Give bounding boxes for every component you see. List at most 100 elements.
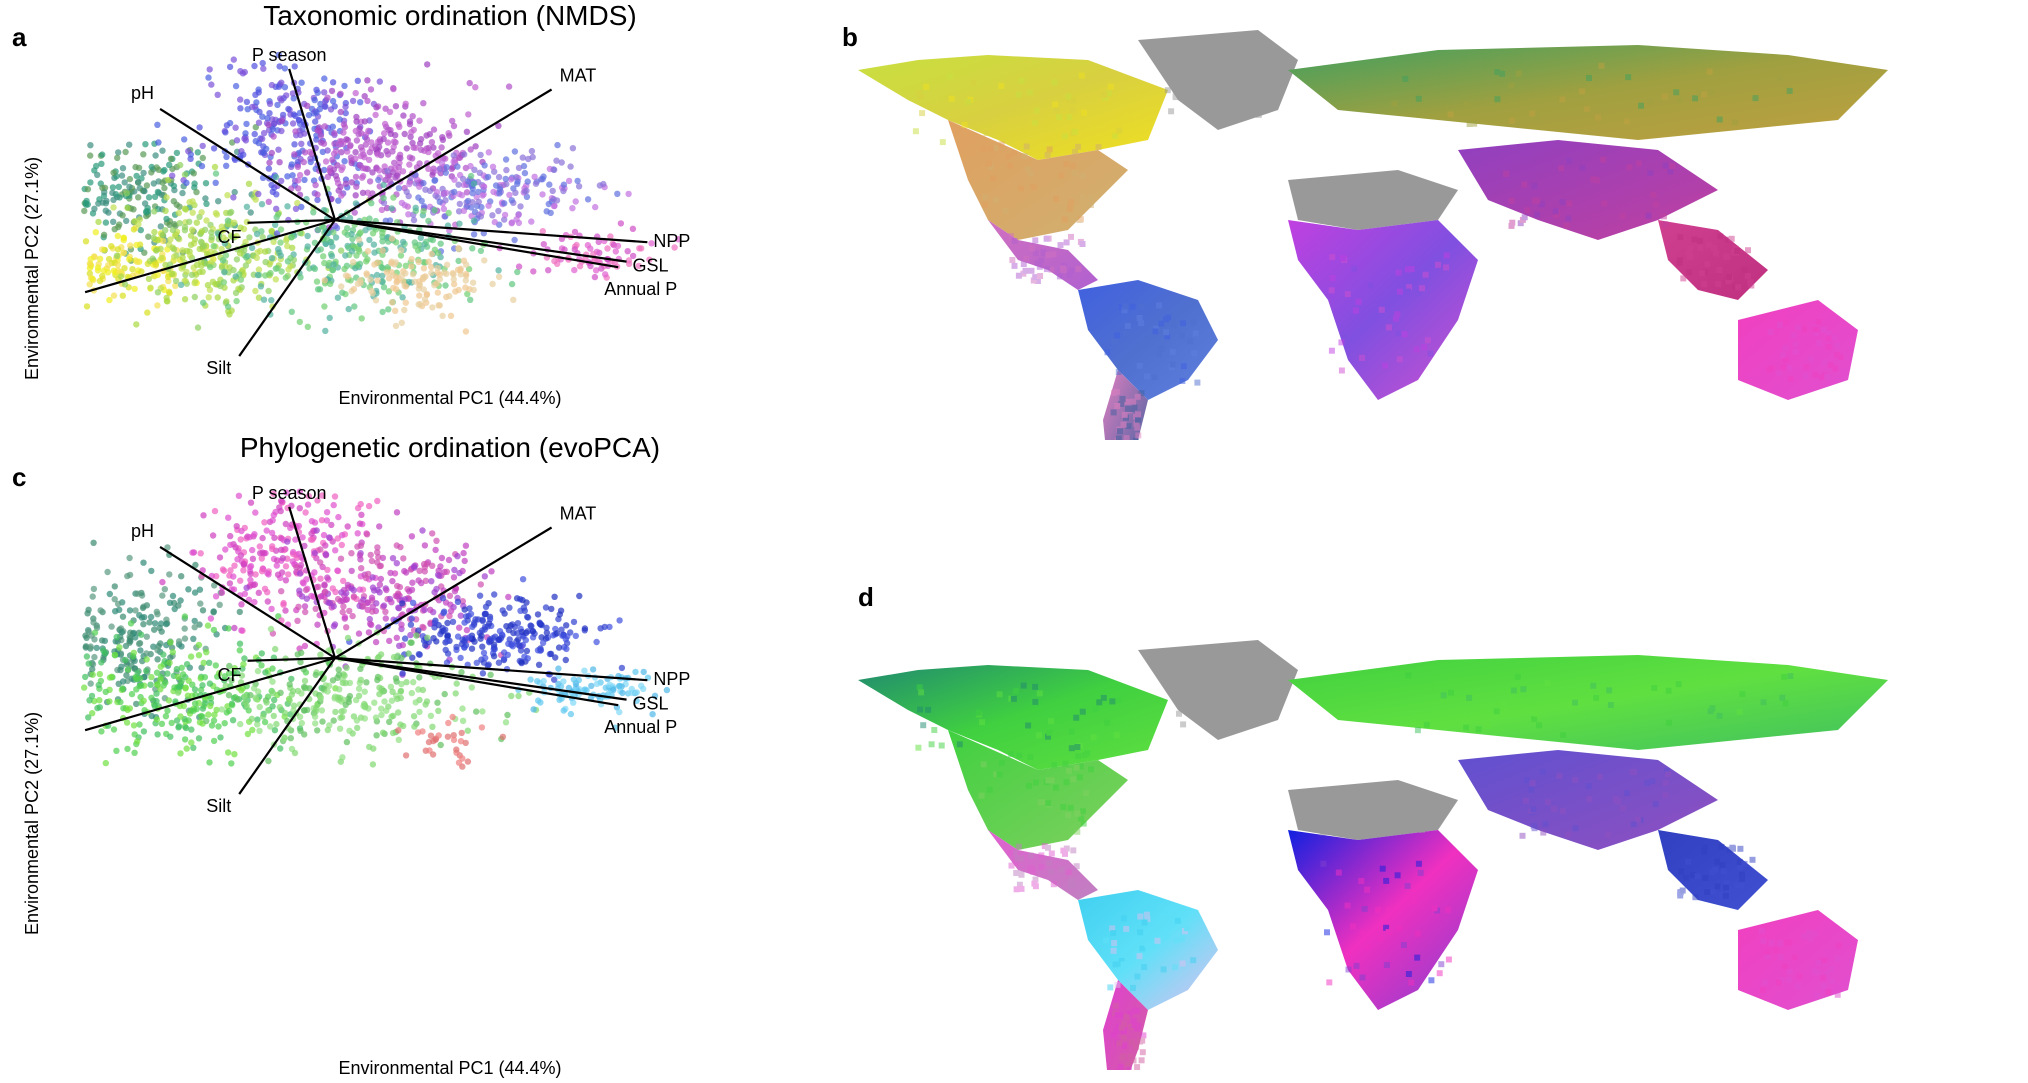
data-point <box>150 643 157 650</box>
data-point <box>324 173 332 181</box>
data-point <box>354 77 361 84</box>
data-point <box>98 160 105 167</box>
data-point <box>469 279 477 286</box>
data-point <box>296 171 304 179</box>
data-point <box>196 124 203 131</box>
data-point <box>414 247 422 254</box>
data-point <box>380 199 388 206</box>
data-point <box>232 124 239 131</box>
map-pixel <box>1397 210 1404 217</box>
map-pixel <box>1427 350 1434 357</box>
map-pixel <box>1083 790 1090 797</box>
data-point <box>426 187 434 194</box>
map-pixel <box>1111 389 1117 396</box>
data-point <box>502 175 509 183</box>
data-point <box>231 751 238 758</box>
data-point <box>134 590 141 597</box>
data-point <box>411 723 418 730</box>
data-point <box>386 718 393 726</box>
map-pixel <box>1023 143 1030 150</box>
data-point <box>375 624 382 631</box>
data-point <box>268 255 276 262</box>
data-point <box>499 733 507 740</box>
map-pixel <box>1144 941 1151 948</box>
map-pixel <box>1408 979 1415 986</box>
map-pixel <box>1045 252 1052 258</box>
data-point <box>506 604 513 611</box>
data-point <box>250 685 258 692</box>
data-point <box>612 724 619 731</box>
data-point <box>401 202 408 209</box>
data-point <box>135 164 143 171</box>
data-point <box>364 599 372 606</box>
data-point <box>513 595 521 602</box>
map-pixel <box>931 727 938 733</box>
map-pixel <box>1325 208 1332 215</box>
data-point <box>230 573 237 580</box>
data-point <box>223 153 230 161</box>
map-pixel <box>1182 659 1189 666</box>
data-point <box>139 604 147 612</box>
data-point <box>491 591 498 598</box>
data-point <box>274 264 281 272</box>
map-pixel <box>970 79 977 86</box>
data-point <box>96 277 104 285</box>
data-point <box>633 697 640 704</box>
map-region-north-america-north <box>858 665 1168 770</box>
map-pixel <box>1233 680 1240 687</box>
map-pixel <box>1409 206 1416 213</box>
data-point <box>378 705 385 712</box>
data-point <box>380 181 387 189</box>
map-pixel <box>1138 320 1145 327</box>
data-point <box>104 269 112 276</box>
data-point <box>237 105 244 112</box>
data-point <box>288 234 295 241</box>
data-point <box>198 162 206 170</box>
map-pixel <box>1011 849 1018 856</box>
map-pixel <box>916 684 923 691</box>
vector-silt <box>238 657 336 795</box>
data-point <box>115 183 122 190</box>
map-pixel <box>1624 790 1631 796</box>
data-point <box>365 629 373 636</box>
data-point <box>352 127 359 135</box>
data-point <box>95 218 102 226</box>
map-pixel <box>1335 869 1342 876</box>
data-point <box>353 113 360 121</box>
data-point <box>507 176 515 183</box>
map-pixel <box>1107 83 1114 90</box>
data-point <box>322 542 329 549</box>
data-point <box>265 757 272 765</box>
data-point <box>423 238 430 245</box>
data-point <box>252 509 259 516</box>
data-point <box>109 184 117 191</box>
data-point <box>367 86 375 93</box>
data-point <box>366 178 374 185</box>
map-pixel <box>1134 1064 1141 1070</box>
data-point <box>278 546 285 553</box>
map-pixel <box>1180 320 1186 327</box>
map-pixel <box>1073 863 1080 870</box>
data-point <box>356 520 364 527</box>
data-point <box>303 595 310 602</box>
map-pixel <box>1223 54 1229 61</box>
map-pixel <box>1466 121 1473 127</box>
data-point <box>135 221 142 228</box>
data-point <box>398 272 406 279</box>
data-point <box>479 192 486 199</box>
data-point <box>374 151 381 158</box>
map-pixel <box>1538 201 1545 208</box>
data-point <box>602 271 609 278</box>
data-point <box>393 593 401 600</box>
map-pixel <box>1364 944 1371 951</box>
data-point <box>291 141 298 148</box>
data-point <box>153 716 161 723</box>
map-pixel <box>1697 244 1704 251</box>
map-pixel <box>1196 683 1203 690</box>
data-point <box>296 505 303 512</box>
data-point <box>284 538 291 545</box>
data-point <box>440 609 447 617</box>
data-point <box>361 118 368 125</box>
data-point <box>624 248 631 255</box>
map-pixel <box>1694 873 1701 880</box>
